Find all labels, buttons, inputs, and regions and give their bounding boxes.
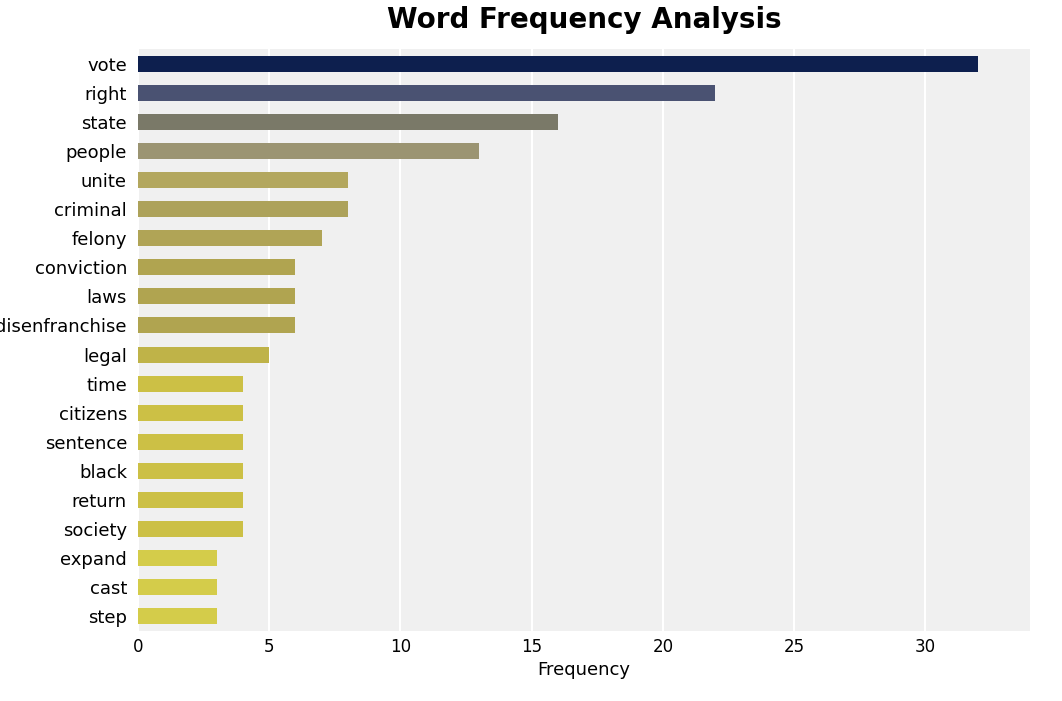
Bar	[138, 259, 295, 275]
Bar	[138, 201, 348, 217]
Bar	[138, 85, 716, 101]
Bar	[138, 143, 479, 159]
Bar	[138, 55, 978, 72]
Bar	[138, 492, 243, 508]
Bar	[138, 318, 295, 334]
Bar	[138, 434, 243, 450]
X-axis label: Frequency: Frequency	[537, 662, 631, 679]
Bar	[138, 172, 348, 188]
Bar	[138, 463, 243, 479]
Bar	[138, 230, 322, 246]
Bar	[138, 288, 295, 304]
Bar	[138, 404, 243, 421]
Bar	[138, 376, 243, 392]
Bar	[138, 521, 243, 537]
Title: Word Frequency Analysis: Word Frequency Analysis	[387, 6, 782, 34]
Bar	[138, 346, 270, 362]
Bar	[138, 579, 217, 595]
Bar	[138, 550, 217, 566]
Bar	[138, 114, 558, 130]
Bar	[138, 608, 217, 625]
